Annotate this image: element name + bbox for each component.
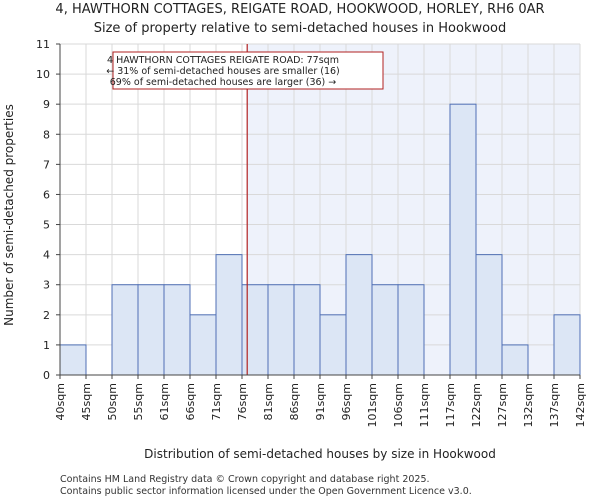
x-tick-label: 71sqm (210, 383, 223, 420)
bar (449, 103, 477, 376)
x-tick-label: 96sqm (340, 383, 353, 420)
x-tick-label: 50sqm (106, 383, 119, 420)
x-tick-label: 66sqm (184, 383, 197, 420)
bar (267, 284, 295, 376)
footer-line-1: Contains HM Land Registry data © Crown c… (60, 474, 430, 485)
bar (137, 284, 165, 376)
y-tick-label: 5 (43, 219, 50, 232)
annotation-box: 4 HAWTHORN COTTAGES REIGATE ROAD: 77sqm … (106, 51, 384, 90)
x-tick-label: 86sqm (288, 383, 301, 420)
bar (293, 284, 321, 376)
x-tick-labels: 40sqm 45sqm 50sqm 55sqm 61sqm 66sqm 71sqm 76sqm… (54, 375, 587, 427)
bar (189, 314, 217, 376)
x-tick-label: 122sqm (470, 383, 483, 427)
bar (241, 284, 269, 376)
x-tick-label: 106sqm (392, 383, 405, 427)
y-tick-label: 7 (43, 158, 50, 171)
x-tick-label: 61sqm (158, 383, 171, 420)
x-tick-label: 45sqm (80, 383, 93, 420)
y-tick-label: 2 (43, 309, 50, 322)
annotation-border (112, 51, 384, 90)
y-tick-label: 10 (36, 68, 50, 81)
y-tick-label: 9 (43, 98, 50, 111)
annotation-line-2: ← 31% of semi-detached houses are smalle… (106, 66, 340, 77)
bar (59, 344, 87, 376)
x-tick-label: 111sqm (418, 383, 431, 427)
y-tick-label: 6 (43, 188, 50, 201)
x-tick-label: 91sqm (314, 383, 327, 420)
y-tick-label: 11 (36, 38, 50, 51)
x-tick-label: 132sqm (522, 383, 535, 427)
annotation-line-3: 69% of semi-detached houses are larger (… (110, 77, 337, 88)
x-axis-label: Distribution of semi-detached houses by … (144, 447, 496, 461)
y-axis-label: Number of semi-detached properties (2, 104, 16, 326)
chart-title: 4, HAWTHORN COTTAGES, REIGATE ROAD, HOOK… (55, 2, 544, 17)
bar (501, 344, 529, 376)
bar (215, 254, 243, 376)
x-tick-label: 76sqm (236, 383, 249, 420)
x-tick-label: 142sqm (574, 383, 587, 427)
bar (397, 284, 425, 376)
x-tick-label: 101sqm (366, 383, 379, 427)
bar (111, 284, 139, 376)
y-tick-label: 1 (43, 339, 50, 352)
footer-line-2: Contains public sector information licen… (60, 486, 472, 497)
x-tick-label: 117sqm (444, 383, 457, 427)
y-tick-label: 3 (43, 279, 50, 292)
bar (345, 254, 373, 376)
bar (163, 284, 191, 376)
annotation-line-1: 4 HAWTHORN COTTAGES REIGATE ROAD: 77sqm (107, 55, 339, 66)
bar (475, 254, 503, 376)
bar (553, 314, 581, 376)
y-tick-label: 4 (43, 249, 50, 262)
bars (59, 103, 581, 376)
x-tick-label: 127sqm (496, 383, 509, 427)
y-tick-labels: 0 1 2 3 4 5 6 7 8 9 10 11 (36, 38, 60, 382)
x-tick-label: 81sqm (262, 383, 275, 420)
bar (371, 284, 399, 376)
chart-subtitle: Size of property relative to semi-detach… (94, 21, 507, 36)
y-tick-label: 0 (43, 369, 50, 382)
x-tick-label: 40sqm (54, 383, 67, 420)
x-tick-label: 55sqm (132, 383, 145, 420)
bar (319, 314, 347, 376)
x-tick-label: 137sqm (548, 383, 561, 427)
y-tick-label: 8 (43, 128, 50, 141)
